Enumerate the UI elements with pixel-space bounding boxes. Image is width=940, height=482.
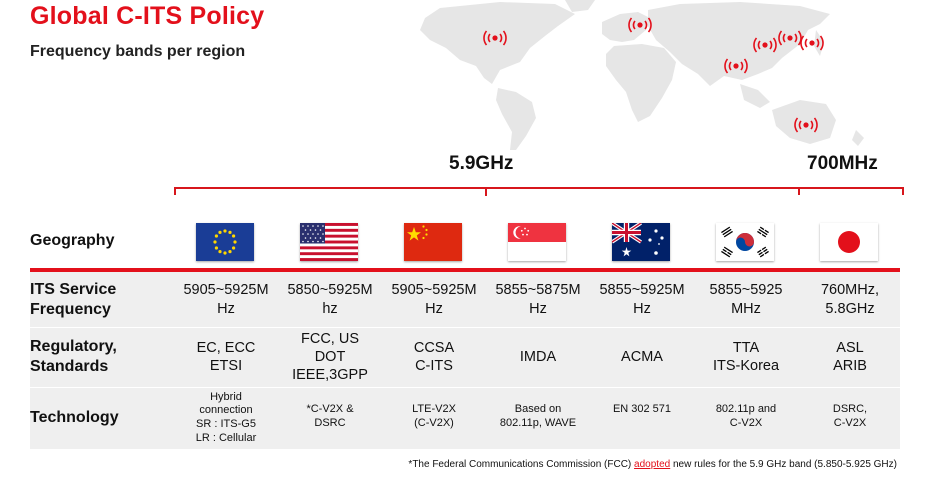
regulatory-cell-australia: ACMA [621, 348, 663, 365]
frequency-cell-korea: 5855~5925 MHz [709, 282, 783, 317]
row-label-regulatory: Regulatory, Standards [30, 338, 117, 375]
korea-flag-icon [716, 223, 774, 261]
singapore-flag-icon [508, 223, 566, 261]
eu-flag-icon [196, 223, 254, 261]
technology-cell-singapore: Based on 802.11p, WAVE [499, 403, 577, 429]
china-flag-icon [404, 223, 462, 261]
signal-icon-korea [778, 30, 802, 46]
band-700mhz-label: 700MHz [807, 153, 878, 174]
regulatory-cell-eu: EC, ECC ETSI [196, 339, 256, 374]
signal-icon-china [753, 37, 777, 53]
frequency-cell-japan: 760MHz, 5.8GHz [820, 282, 880, 317]
frequency-cell-eu: 5905~5925M Hz [183, 282, 269, 317]
regulatory-row-bg [30, 327, 900, 387]
footnote-text: *The Federal Communications Commission (… [408, 459, 635, 470]
technology-cell-japan: DSRC, C-V2X [832, 403, 868, 429]
adopted-link[interactable]: adopted [634, 459, 671, 470]
row-label-technology: Technology [30, 409, 119, 426]
band-5-9ghz-label: 5.9GHz [449, 153, 514, 174]
signal-markers [483, 17, 824, 133]
signal-icon-australia [794, 117, 818, 133]
page-title: Global C-ITS Policy [30, 2, 265, 30]
technology-cell-australia: EN 302 571 [612, 403, 672, 415]
row-label-frequency: ITS Service Frequency [30, 280, 117, 318]
frequency-cell-us: 5850~5925M hz [287, 282, 373, 317]
signal-icon-us [483, 30, 507, 46]
regulatory-cell-singapore: IMDA [519, 348, 557, 365]
regulatory-cell-us: FCC, US DOT IEEE,3GPP [292, 330, 368, 384]
signal-icon-japan [800, 35, 824, 51]
australia-flag-icon [612, 223, 670, 261]
band-700mhz-bracket [798, 187, 904, 195]
frequency-cell-china: 5905~5925M Hz [391, 282, 477, 317]
regulatory-cell-japan: ASL ARIB [833, 339, 867, 374]
regulatory-cell-korea: TTA ITS-Korea [712, 339, 780, 374]
japan-flag-icon [820, 223, 878, 261]
technology-row-bg [30, 387, 900, 449]
technology-cell-us: *C-V2X & DSRC [306, 403, 354, 429]
header-divider [30, 268, 900, 272]
technology-cell-china: LTE-V2X (C-V2X) [412, 403, 456, 429]
technology-cell-korea: 802.11p and C-V2X [715, 403, 777, 429]
footnote: *The Federal Communications Commission (… [408, 459, 897, 470]
row-divider [30, 327, 900, 328]
signal-icon-eu [628, 17, 652, 33]
us-flag-icon [300, 223, 358, 261]
frequency-cell-singapore: 5855~5875M Hz [495, 282, 581, 317]
world-map [420, 0, 864, 150]
row-divider [30, 387, 900, 388]
signal-icon-singapore [724, 58, 748, 74]
regulatory-cell-china: CCSA C-ITS [413, 339, 455, 374]
frequency-row-bg [30, 272, 900, 327]
row-label-geography: Geography [30, 232, 115, 249]
bracket-center-tick [485, 187, 487, 196]
technology-cell-eu: Hybrid connection SR : ITS-G5 LR : Cellular [195, 390, 257, 444]
page-subtitle: Frequency bands per region [30, 43, 246, 60]
band-5-9ghz-bracket [174, 187, 800, 195]
footnote-text-end: new rules for the 5.9 GHz band (5.850-5.… [670, 459, 897, 470]
frequency-cell-australia: 5855~5925M Hz [599, 282, 685, 317]
